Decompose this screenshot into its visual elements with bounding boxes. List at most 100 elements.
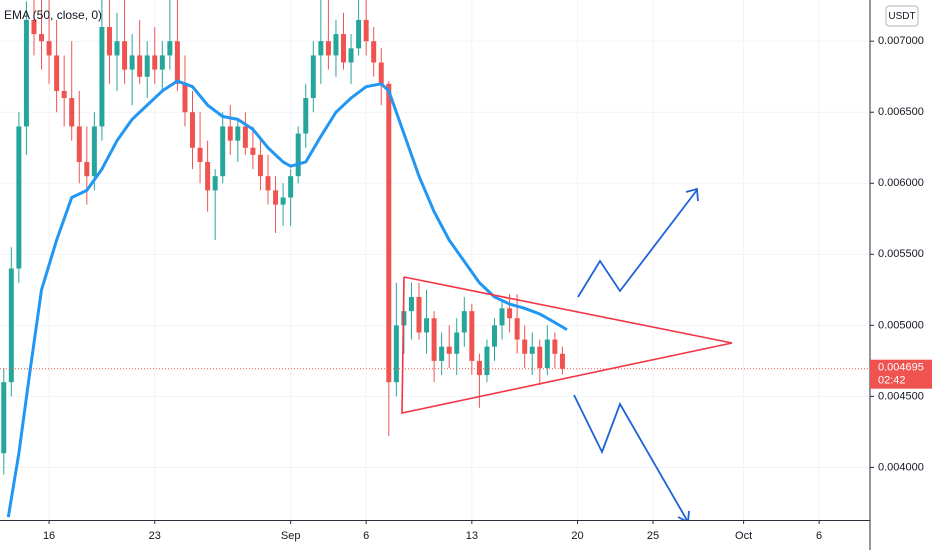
candle-body [235,126,241,141]
grid [0,0,870,520]
candle-body [152,55,158,70]
candle-body [182,83,188,113]
candle-body [386,83,392,383]
candle-body [295,133,301,177]
countdown-label: 02:42 [878,375,906,387]
axes: 0.004000 0.004500 0.005000 0.005500 0.006000… [43,35,932,542]
candle-body [61,90,67,99]
triangle-pattern [401,276,733,414]
x-tick-label: 25 [647,530,659,542]
x-tick-label: 20 [571,530,583,542]
candle-body [439,346,445,361]
candle-body [507,308,513,319]
currency-badge[interactable] [885,5,919,27]
last-price-label: 0.004695 [878,362,924,374]
candle-body [84,161,90,177]
x-tick-label: 16 [43,530,55,542]
x-tick-label: Sep [281,530,301,542]
x-tick-label: 23 [149,530,161,542]
y-tick-label: 0.004000 [878,461,924,473]
candle-body [476,360,482,376]
candle-body [514,318,520,340]
candle-body [310,55,316,99]
candle-body [363,19,369,42]
candle-body [1,382,7,454]
candle-body [303,98,309,134]
ema-line [6,79,568,518]
candle-body [99,26,105,127]
candle-body [174,41,180,84]
candle-body [484,346,490,376]
candle-body [212,176,218,191]
currency-label: USDT [888,11,915,22]
y-tick-label: 0.006500 [878,106,924,118]
candle-body [122,41,128,70]
y-tick-label: 0.005500 [878,248,924,260]
candle-body [544,339,550,368]
candle-body [137,55,143,77]
candle-body [499,308,505,326]
candle-body [242,126,248,148]
candle-body [461,311,467,333]
candle-body [356,19,362,49]
candle-body [333,34,339,56]
candle-body [552,339,558,354]
candle-body [159,55,165,70]
candle-body [537,346,543,368]
candle-body [31,19,37,35]
candle-body [114,41,120,56]
candle-body [393,325,399,383]
candle-body [129,55,135,70]
candle-body [250,147,256,155]
indicator-legend: EMA (50, close, 0) [4,8,102,22]
candle-body [273,190,279,205]
x-tick-label: Oct [735,530,752,542]
last-price-box [870,359,932,389]
x-tick-label: 13 [466,530,478,542]
down-arrow [573,394,688,520]
candle-body [257,154,263,177]
candle-body [76,126,82,162]
candle-body [190,112,196,148]
candle-body [491,325,497,347]
candle-body [167,41,173,56]
up-arrow [577,189,698,298]
candle-body [8,268,14,383]
candle-body [431,318,437,361]
candle-body [529,346,535,354]
candle-body [522,339,528,354]
candle-body [424,318,430,333]
candle-body [227,126,233,141]
candle-body [106,26,112,56]
y-tick-label: 0.007000 [878,35,924,47]
candle-body [341,34,347,63]
up-arrow-head [685,187,699,202]
candle-body [378,62,384,84]
candle-body [91,126,97,177]
drawings [401,187,733,520]
candle-body [348,48,354,63]
candle-body [16,126,22,269]
candle-body [408,296,414,312]
candle-body [46,41,52,56]
candle-body [325,41,331,56]
candle-body [205,161,211,191]
x-tick-label: 6 [816,530,822,542]
y-tick-label: 0.006000 [878,177,924,189]
candle-body [39,34,45,42]
y-tick-label: 0.004500 [878,390,924,402]
candle-body [446,346,452,354]
candle-body [220,126,226,177]
y-tick-label: 0.005000 [878,319,924,331]
candle-body [469,311,475,361]
candle-body [288,176,294,198]
candle-body [318,41,324,56]
x-tick-label: 6 [363,530,369,542]
candle-body [371,41,377,63]
candle-body [144,55,150,77]
candle-body [280,197,286,205]
candle-body [454,332,460,354]
down-arrow-head [677,510,690,520]
candle-body [197,147,203,162]
